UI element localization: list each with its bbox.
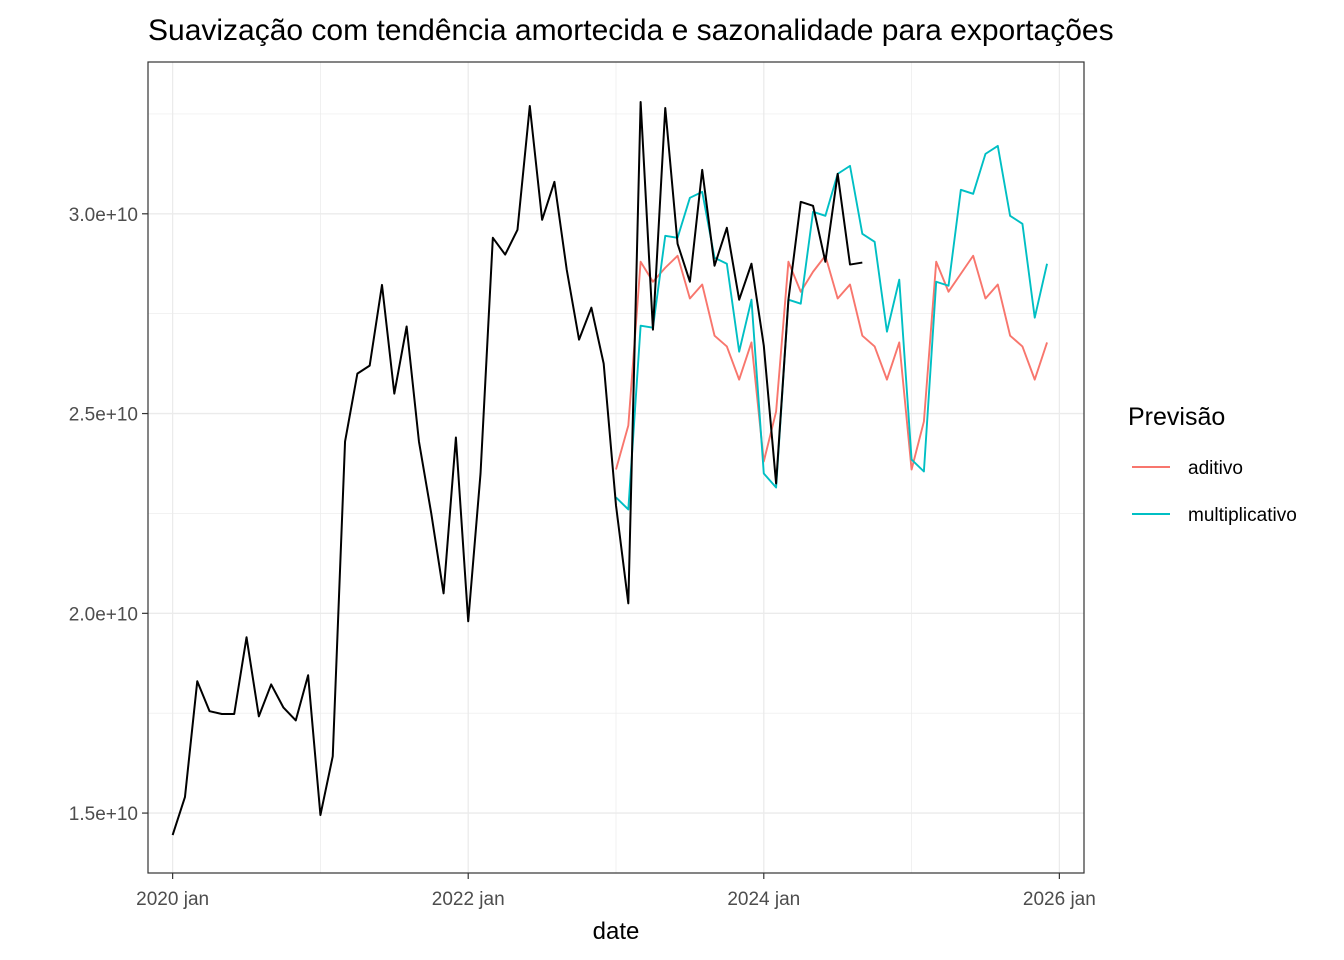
y-tick-label: 3.0e+10: [69, 205, 138, 226]
chart-title: Suavização com tendência amortecida e sa…: [148, 14, 1114, 47]
y-axis: 1.5e+10 2.0e+10 2.5e+10 3.0e+10: [69, 205, 148, 825]
series-line-multiplicativo: [615, 144, 1048, 511]
x-tick-label: 2020 jan: [136, 889, 209, 910]
x-tick-label: 2026 jan: [1023, 889, 1096, 910]
x-axis: 2020 jan 2022 jan 2024 jan 2026 jan: [136, 873, 1096, 910]
legend-title: Previsão: [1128, 403, 1225, 431]
series-line-observed: [171, 100, 863, 836]
y-tick-label: 2.0e+10: [69, 604, 138, 625]
x-axis-title: date: [593, 918, 640, 945]
plot-panel: [147, 61, 1085, 874]
panel-border: [147, 61, 1085, 874]
legend-label-multiplicativo: multiplicativo: [1188, 505, 1297, 526]
series-line-aditivo: [615, 254, 1048, 471]
x-tick-label: 2022 jan: [432, 889, 505, 910]
y-tick-label: 1.5e+10: [69, 804, 138, 825]
legend-label-aditivo: aditivo: [1188, 458, 1243, 479]
y-tick-label: 2.5e+10: [69, 405, 138, 426]
x-tick-label: 2024 jan: [727, 889, 800, 910]
legend: Previsão aditivo multiplicativo: [1128, 403, 1297, 526]
series-lines: [171, 100, 1048, 836]
